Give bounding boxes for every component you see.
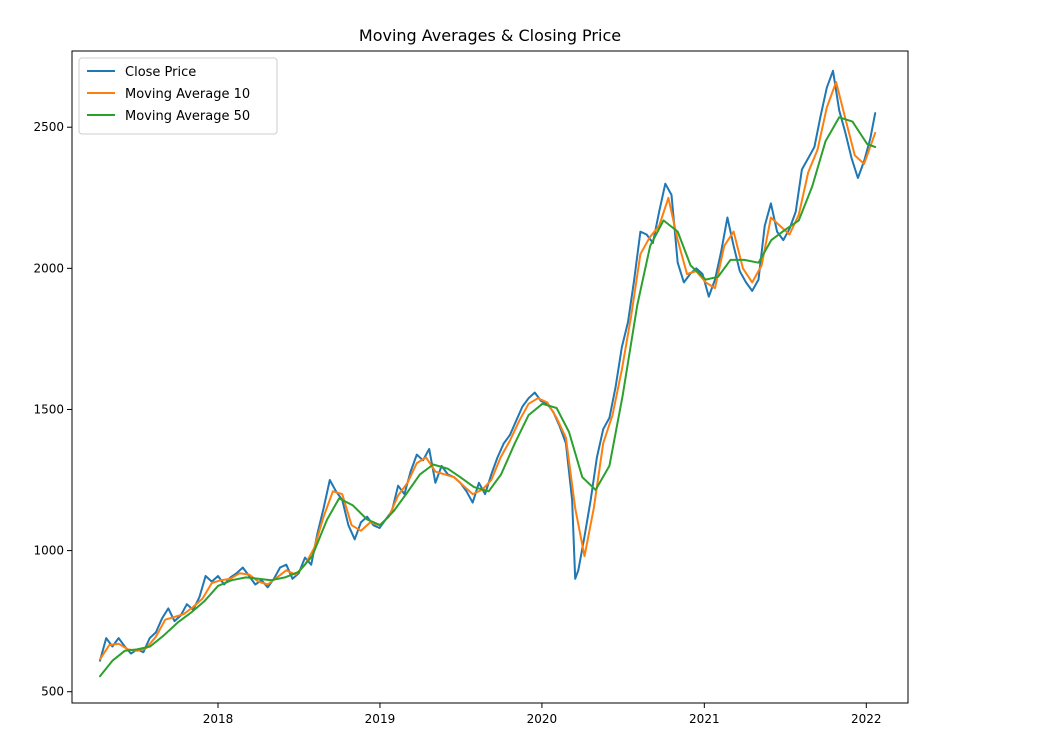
y-tick-label: 1500	[33, 402, 64, 416]
x-tick-label: 2022	[851, 712, 882, 726]
x-axis: 2018 2019 2020 2021 2022	[203, 703, 882, 726]
plot-frame	[71, 50, 909, 704]
legend-label: Moving Average 50	[125, 109, 250, 124]
series-line-3	[99, 116, 877, 678]
y-tick-label: 2500	[33, 120, 64, 134]
y-axis: 500 1000 1500 2000 2500	[33, 120, 72, 699]
y-tick-label: 500	[41, 685, 64, 699]
y-tick-label: 1000	[33, 544, 64, 558]
y-tick-label: 2000	[33, 261, 64, 275]
legend-label: Close Price	[125, 65, 196, 80]
chart-title: Moving Averages & Closing Price	[359, 26, 621, 45]
x-tick-label: 2021	[689, 712, 720, 726]
series-line-2	[99, 81, 877, 661]
x-tick-label: 2020	[527, 712, 558, 726]
legend-label: Moving Average 10	[125, 87, 250, 102]
plot-area	[71, 50, 909, 704]
legend: Close Price Moving Average 10 Moving Avera…	[78, 57, 278, 135]
x-tick-label: 2018	[203, 712, 234, 726]
legend-box	[78, 57, 278, 135]
x-tick-label: 2019	[365, 712, 396, 726]
series-line-1	[99, 69, 877, 662]
